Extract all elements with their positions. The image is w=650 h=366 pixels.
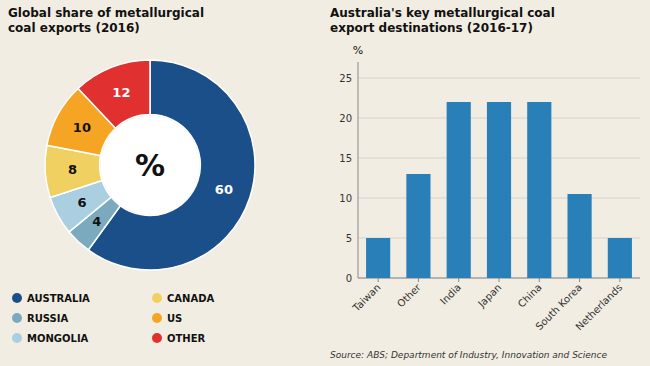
- y-tick-label: 15: [339, 153, 352, 164]
- data-label: 6: [77, 195, 86, 210]
- source-note: Source: ABS; Department of Industry, Inn…: [330, 350, 607, 360]
- center-label: %: [135, 148, 165, 183]
- data-label: 60: [215, 182, 233, 197]
- title-line: Australia's key metallurgical coal: [330, 6, 555, 20]
- bar: [608, 238, 632, 278]
- legend-label: OTHER: [167, 333, 206, 344]
- legend-label: CANADA: [167, 293, 214, 304]
- legend-label: RUSSIA: [27, 313, 68, 324]
- legend-marker: [12, 333, 22, 343]
- pie-slice: [88, 60, 255, 270]
- title-line: Global share of metallurgical: [8, 6, 204, 20]
- chart-title: Global share of metallurgicalcoal export…: [8, 6, 204, 35]
- legend-label: MONGOLIA: [27, 333, 89, 344]
- x-tick: [579, 278, 580, 282]
- legend-marker: [152, 313, 162, 323]
- data-label: 10: [73, 120, 91, 135]
- bar: [406, 174, 430, 278]
- y-axis-label: %: [353, 44, 363, 57]
- chart-title: Australia's key metallurgical coalexport…: [330, 6, 555, 35]
- x-tick: [619, 278, 620, 282]
- bar: [447, 102, 471, 278]
- legend-marker: [12, 293, 22, 303]
- data-label: 4: [92, 214, 101, 229]
- x-tick: [418, 278, 419, 282]
- data-label: 12: [112, 85, 130, 100]
- x-tick: [539, 278, 540, 282]
- y-tick-label: 10: [339, 193, 352, 204]
- title-line: export destinations (2016-17): [330, 21, 533, 35]
- x-tick: [458, 278, 459, 282]
- bar: [487, 102, 511, 278]
- chart: Global share of metallurgicalcoal export…: [0, 0, 650, 366]
- bars: [366, 102, 632, 278]
- title-line: coal exports (2016): [8, 21, 140, 35]
- legend-label: US: [167, 313, 182, 324]
- legend-label: AUSTRALIA: [27, 293, 90, 304]
- donut-hole: [101, 116, 200, 215]
- x-tick-label: Taiwan: [350, 282, 383, 315]
- y-tick-label: 25: [339, 73, 352, 84]
- grid-line: [358, 78, 640, 79]
- y-axis-line: [358, 62, 359, 278]
- x-tick-label: China: [516, 282, 544, 310]
- legend-marker: [152, 333, 162, 343]
- bar: [567, 194, 591, 278]
- y-tick-label: 20: [339, 113, 352, 124]
- x-tick-label: India: [438, 282, 463, 307]
- pie-slices: [45, 60, 255, 270]
- data-label: 8: [68, 162, 77, 177]
- x-tick: [499, 278, 500, 282]
- x-tick: [378, 278, 379, 282]
- legend-marker: [152, 293, 162, 303]
- bar: [527, 102, 551, 278]
- bar: [366, 238, 390, 278]
- y-tick-label: 5: [346, 233, 352, 244]
- x-tick-label: Other: [395, 281, 423, 309]
- y-tick-label: 0: [346, 273, 352, 284]
- legend-marker: [12, 313, 22, 323]
- x-tick-label: Japan: [475, 282, 503, 310]
- x-tick-label: Netherlands: [573, 282, 624, 333]
